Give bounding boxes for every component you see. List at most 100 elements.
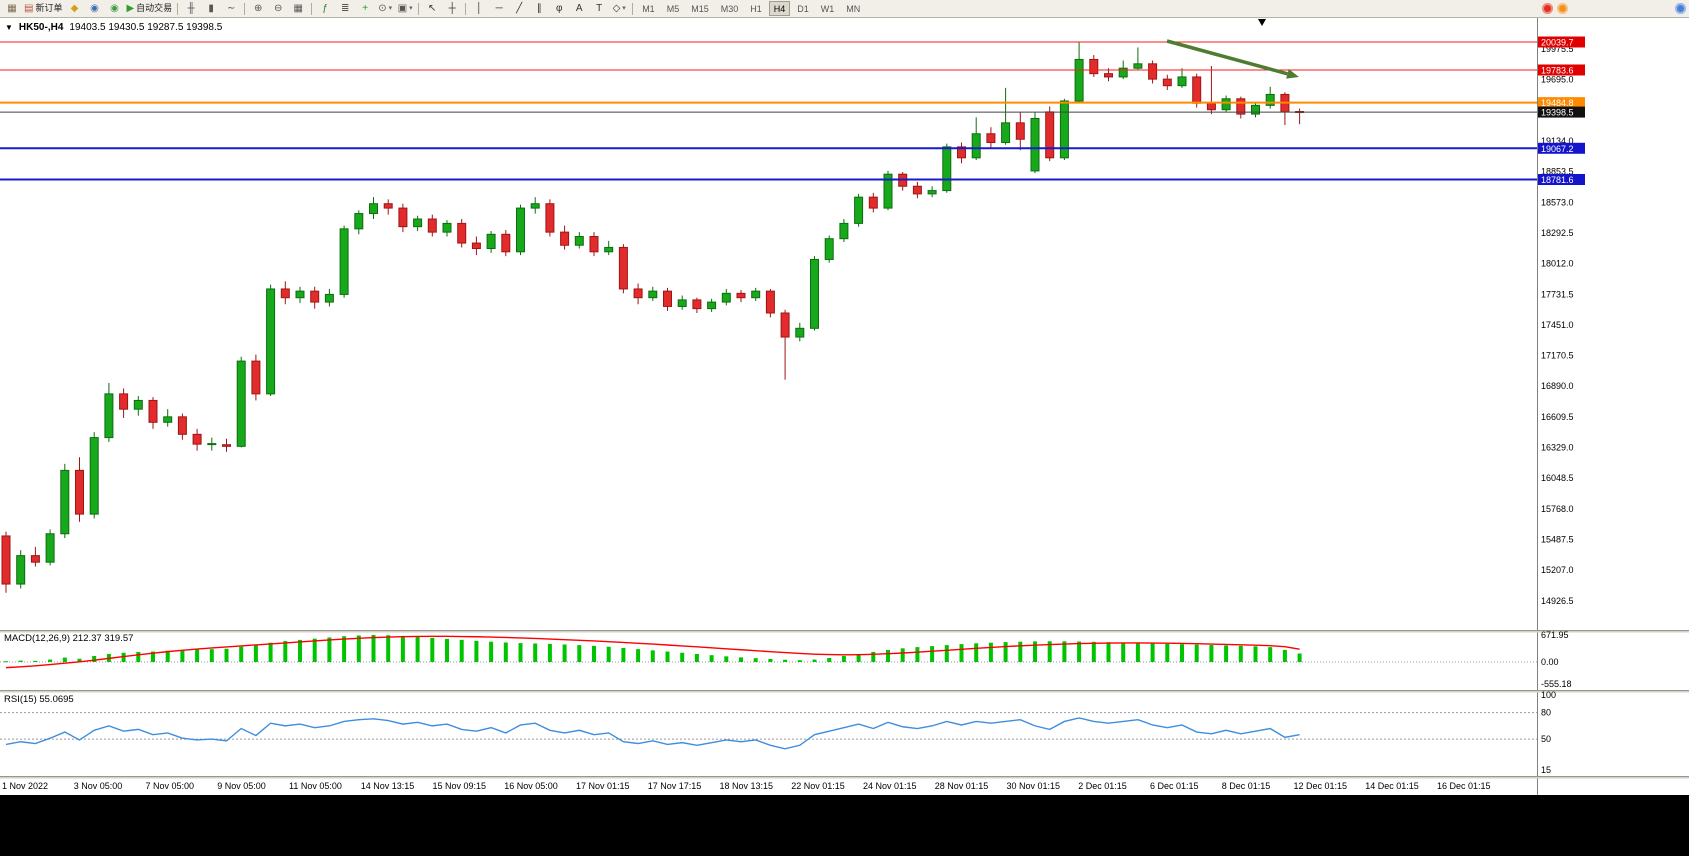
- channel-icon[interactable]: ∥: [529, 1, 549, 16]
- arrows-icon-dropdown-arrow[interactable]: ▾: [622, 5, 626, 12]
- svg-text:18012.0: 18012.0: [1541, 259, 1574, 269]
- timeframe-m5[interactable]: M5: [662, 1, 685, 16]
- svg-text:15207.0: 15207.0: [1541, 565, 1574, 575]
- corner-icon[interactable]: [1675, 3, 1686, 14]
- chart-window-icon-glyph: ▦: [7, 2, 17, 14]
- zoom-in-icon-glyph: ⊕: [253, 2, 263, 14]
- toolbar-right-icons: [1542, 2, 1686, 15]
- svg-text:2 Dec 01:15: 2 Dec 01:15: [1078, 781, 1127, 791]
- svg-text:16048.5: 16048.5: [1541, 473, 1574, 483]
- crosshair-icon[interactable]: ┼: [442, 1, 462, 16]
- arrows-icon[interactable]: ◇ ▾: [609, 1, 629, 16]
- add-indicator-icon[interactable]: +: [355, 1, 375, 16]
- svg-text:9 Nov 05:00: 9 Nov 05:00: [217, 781, 266, 791]
- templates-icon[interactable]: ▣ ▾: [395, 1, 415, 16]
- collapse-triangle-icon[interactable]: ▼: [5, 23, 13, 32]
- timeframe-mn[interactable]: MN: [841, 1, 865, 16]
- rsi-axis-label: 15: [1541, 765, 1551, 775]
- metaquotes-icon[interactable]: ◆: [64, 1, 84, 16]
- candle-chart-icon[interactable]: ▮: [201, 1, 221, 16]
- svg-text:18292.5: 18292.5: [1541, 228, 1574, 238]
- svg-text:28 Nov 01:15: 28 Nov 01:15: [935, 781, 989, 791]
- line-chart-icon[interactable]: ∼: [221, 1, 241, 16]
- fibonacci-icon[interactable]: φ: [549, 1, 569, 16]
- bar-chart-icon-glyph: ╫: [187, 2, 195, 14]
- svg-text:22 Nov 01:15: 22 Nov 01:15: [791, 781, 845, 791]
- timeframe-h4[interactable]: H4: [768, 1, 791, 16]
- rsi-axis-label: 100: [1541, 690, 1556, 700]
- svg-text:20039.7: 20039.7: [1541, 38, 1574, 48]
- macd-axis-label: 0.00: [1541, 657, 1559, 667]
- svg-text:15768.0: 15768.0: [1541, 504, 1574, 514]
- zoom-out-icon[interactable]: ⊖: [268, 1, 288, 16]
- bottom-strip: [0, 795, 1689, 856]
- svg-text:18781.6: 18781.6: [1541, 175, 1574, 185]
- pane-separator[interactable]: [0, 690, 1689, 693]
- timeframe-m30[interactable]: M30: [716, 1, 744, 16]
- label-icon[interactable]: T: [589, 1, 609, 16]
- timeframe-w1-label: W1: [820, 3, 835, 14]
- svg-text:30 Nov 01:15: 30 Nov 01:15: [1007, 781, 1061, 791]
- tile-windows-icon[interactable]: ▦: [288, 1, 308, 16]
- toolbar-separator: [465, 2, 467, 15]
- pane-separator[interactable]: [0, 630, 1689, 633]
- new-order-button[interactable]: ▤ 新订单: [22, 1, 64, 16]
- channel-icon-glyph: ∥: [536, 2, 542, 14]
- line-chart-icon-glyph: ∼: [226, 2, 236, 14]
- add-indicator-icon-glyph: +: [362, 2, 369, 14]
- svg-text:12 Dec 01:15: 12 Dec 01:15: [1294, 781, 1348, 791]
- crosshair-icon-glyph: ┼: [448, 2, 456, 14]
- rsi-indicator-label: RSI(15) 55.0695: [4, 694, 74, 705]
- svg-text:14 Nov 13:15: 14 Nov 13:15: [361, 781, 415, 791]
- periods-icon[interactable]: ⊙ ▾: [375, 1, 395, 16]
- templates-icon-glyph: ▣: [397, 2, 408, 14]
- svg-text:7 Nov 05:00: 7 Nov 05:00: [146, 781, 195, 791]
- timeframe-d1[interactable]: D1: [792, 1, 814, 16]
- macd-histogram: [4, 634, 1302, 663]
- ohlc-values: 19403.5 19430.5 19287.5 19398.5: [69, 22, 223, 33]
- indicators-icon-glyph: ƒ: [322, 2, 328, 14]
- svg-text:19134.0: 19134.0: [1541, 136, 1574, 146]
- vertical-line-icon-glyph: │: [476, 2, 483, 14]
- svg-text:17 Nov 01:15: 17 Nov 01:15: [576, 781, 630, 791]
- toolbar-separator: [418, 2, 420, 15]
- chart-window-icon[interactable]: ▦: [2, 1, 22, 16]
- chart-shift-marker-icon[interactable]: [1258, 19, 1266, 26]
- toolbar: ▦ ▤ 新订单 ◆ ◉ ◉ ▶ 自动交易 ╫ ▮ ∼ ⊕ ⊖ ▦ ƒ ≣ + ⊙ ▾ ▣ ▾ ↖ ┼ │ ─ ╱ ∥ φ A T ◇ ▾ M1 M…: [0, 0, 1689, 18]
- trend-arrow-annotation[interactable]: [1166, 39, 1299, 79]
- trendline-icon[interactable]: ╱: [509, 1, 529, 16]
- svg-text:15 Nov 09:15: 15 Nov 09:15: [433, 781, 487, 791]
- autotrade-button[interactable]: ▶ 自动交易: [124, 1, 174, 16]
- vertical-line-icon[interactable]: │: [469, 1, 489, 16]
- bar-chart-icon[interactable]: ╫: [181, 1, 201, 16]
- svg-text:19067.2: 19067.2: [1541, 144, 1574, 154]
- cursor-icon[interactable]: ↖: [422, 1, 442, 16]
- timeframe-h1[interactable]: H1: [745, 1, 767, 16]
- timeframe-m30-label: M30: [720, 3, 739, 14]
- text-icon[interactable]: A: [569, 1, 589, 16]
- timeframe-w1[interactable]: W1: [816, 1, 840, 16]
- trendline-icon-glyph: ╱: [516, 2, 523, 14]
- svg-text:11 Nov 05:00: 11 Nov 05:00: [289, 781, 342, 791]
- periods-icon-dropdown-arrow[interactable]: ▾: [388, 5, 393, 12]
- svg-text:8 Dec 01:15: 8 Dec 01:15: [1222, 781, 1271, 791]
- community-icon[interactable]: ◉: [84, 1, 104, 16]
- notification-red-icon[interactable]: [1542, 3, 1553, 14]
- timeframe-m1[interactable]: M1: [637, 1, 660, 16]
- horizontal-line-icon[interactable]: ─: [489, 1, 509, 16]
- toolbar-separator: [311, 2, 313, 15]
- notification-orange-icon[interactable]: [1557, 3, 1568, 14]
- timeframe-m15[interactable]: M15: [686, 1, 714, 16]
- chat-icon[interactable]: ◉: [104, 1, 124, 16]
- svg-text:15487.5: 15487.5: [1541, 535, 1574, 545]
- objects-list-icon[interactable]: ≣: [335, 1, 355, 16]
- zoom-in-icon[interactable]: ⊕: [248, 1, 268, 16]
- templates-icon-dropdown-arrow[interactable]: ▾: [409, 5, 413, 12]
- indicators-icon[interactable]: ƒ: [315, 1, 335, 16]
- price-badge-19398.5: [1538, 106, 1585, 118]
- svg-text:3 Nov 05:00: 3 Nov 05:00: [74, 781, 123, 791]
- pane-separator[interactable]: [0, 776, 1689, 779]
- svg-text:18853.5: 18853.5: [1541, 167, 1574, 177]
- horizontal-line-icon-glyph: ─: [495, 2, 503, 14]
